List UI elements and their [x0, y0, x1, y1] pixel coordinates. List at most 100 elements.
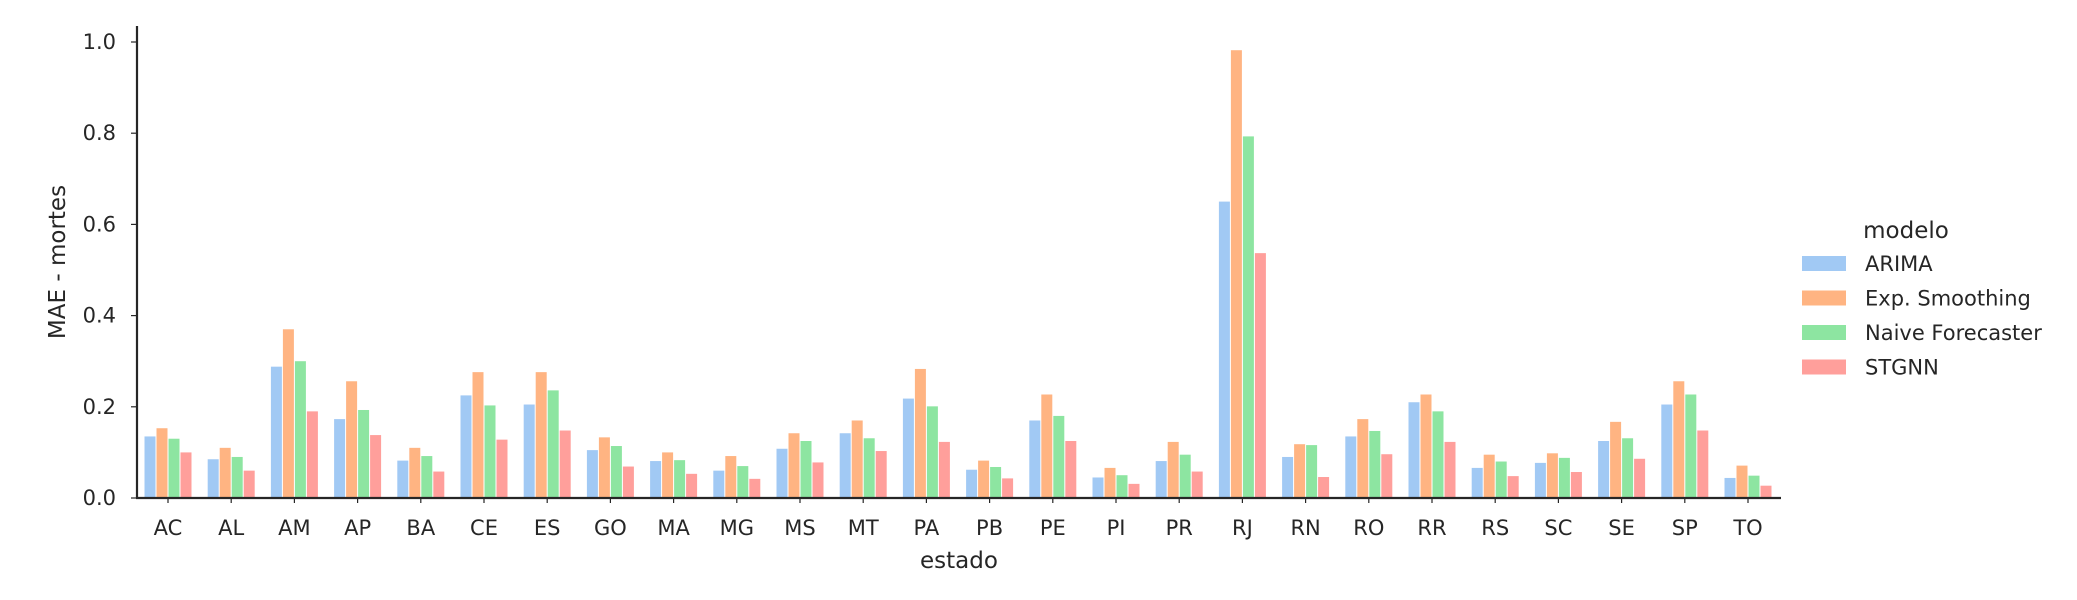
bar-ba-naive-forecaster	[421, 456, 433, 498]
bar-sc-arima	[1534, 462, 1546, 498]
x-tick-label: RR	[1417, 516, 1446, 540]
bar-sp-stgnn	[1697, 430, 1709, 498]
bar-ac-stgnn	[180, 452, 192, 498]
bar-ro-naive-forecaster	[1369, 430, 1381, 498]
x-tick-label: AC	[154, 516, 183, 540]
bar-pa-arima	[902, 398, 914, 498]
bar-es-stgnn	[559, 430, 571, 498]
bar-mt-naive-forecaster	[863, 438, 875, 498]
bar-ro-exp-smoothing	[1357, 419, 1369, 498]
x-tick-label: MG	[720, 516, 754, 540]
y-tick-label: 1.0	[83, 30, 116, 54]
bar-go-exp-smoothing	[598, 437, 610, 498]
bar-ro-arima	[1345, 436, 1357, 498]
x-tick-label: AL	[218, 516, 244, 540]
bar-ap-stgnn	[370, 435, 382, 498]
y-tick-label: 0.2	[83, 395, 116, 419]
bar-sc-stgnn	[1570, 472, 1582, 498]
x-tick-label: SP	[1672, 516, 1698, 540]
bar-ma-exp-smoothing	[662, 452, 674, 498]
y-axis-ticks: 0.0 0.2 0.4 0.6 0.8 1.0	[83, 30, 137, 510]
bar-to-naive-forecaster	[1748, 475, 1760, 498]
bar-rr-arima	[1408, 402, 1420, 498]
bar-pb-exp-smoothing	[978, 460, 990, 498]
legend-swatch-arima	[1802, 256, 1846, 271]
bar-sp-naive-forecaster	[1685, 394, 1697, 498]
bar-ba-exp-smoothing	[409, 447, 421, 498]
bar-al-arima	[207, 459, 219, 498]
bar-se-exp-smoothing	[1610, 421, 1622, 498]
bar-rr-exp-smoothing	[1420, 394, 1432, 498]
bar-mg-naive-forecaster	[737, 466, 749, 498]
x-tick-label: RO	[1353, 516, 1384, 540]
bar-al-naive-forecaster	[231, 456, 243, 498]
bar-rr-stgnn	[1444, 441, 1456, 498]
bar-sp-exp-smoothing	[1673, 381, 1685, 498]
x-tick-label: ES	[534, 516, 561, 540]
bar-ap-arima	[334, 419, 346, 498]
bar-rs-exp-smoothing	[1483, 454, 1495, 498]
bar-pa-stgnn	[938, 441, 950, 498]
x-tick-label: RN	[1290, 516, 1320, 540]
bar-pe-exp-smoothing	[1041, 394, 1053, 498]
x-tick-label: MS	[784, 516, 815, 540]
y-axis-title: MAE - mortes	[45, 185, 71, 339]
bar-pr-exp-smoothing	[1167, 441, 1179, 498]
bar-pa-naive-forecaster	[926, 406, 938, 498]
x-tick-label: RS	[1481, 516, 1509, 540]
legend-label: Naive Forecaster	[1865, 321, 2042, 345]
bar-ma-stgnn	[686, 473, 698, 498]
bar-pr-stgnn	[1191, 471, 1203, 498]
bar-rj-exp-smoothing	[1230, 50, 1242, 499]
bar-se-arima	[1598, 441, 1610, 498]
x-tick-label: PE	[1040, 516, 1066, 540]
bar-pi-stgnn	[1128, 483, 1140, 498]
x-tick-label: AP	[344, 516, 371, 540]
bar-go-naive-forecaster	[610, 446, 622, 498]
bar-ac-naive-forecaster	[168, 438, 180, 498]
bar-rn-naive-forecaster	[1306, 445, 1318, 498]
bar-rn-exp-smoothing	[1294, 444, 1306, 498]
x-tick-label: SE	[1608, 516, 1635, 540]
bar-es-naive-forecaster	[547, 390, 559, 498]
bar-pr-arima	[1155, 461, 1167, 498]
legend-label: ARIMA	[1865, 252, 1933, 276]
x-tick-label: PB	[976, 516, 1003, 540]
y-tick-label: 0.6	[83, 212, 116, 236]
bar-ap-exp-smoothing	[346, 381, 358, 498]
y-tick-label: 0.8	[83, 121, 116, 145]
bar-rr-naive-forecaster	[1432, 411, 1444, 498]
bar-pr-naive-forecaster	[1179, 454, 1191, 498]
y-tick-label: 0.0	[83, 486, 116, 510]
x-tick-label: PI	[1107, 516, 1126, 540]
bar-pb-naive-forecaster	[990, 466, 1002, 498]
bar-se-stgnn	[1634, 458, 1646, 498]
x-tick-label: PR	[1166, 516, 1193, 540]
x-axis-ticks: AC AL AM AP BA CE ES GO MA MG MS MT PA PB PE PI PR RJ RN RO…	[154, 498, 1763, 540]
x-tick-label: MT	[848, 516, 879, 540]
bar-ms-arima	[776, 448, 788, 498]
bar-to-arima	[1724, 477, 1736, 498]
x-tick-label: SC	[1544, 516, 1572, 540]
bar-am-arima	[270, 366, 282, 498]
bar-rn-stgnn	[1318, 477, 1330, 498]
bar-es-arima	[523, 404, 535, 498]
legend: modelo ARIMA Exp. Smoothing Naive Forecast…	[1802, 218, 2042, 380]
bar-ac-arima	[144, 436, 156, 498]
legend-title: modelo	[1863, 218, 1949, 244]
bar-rs-naive-forecaster	[1495, 461, 1507, 498]
bar-mt-arima	[839, 433, 851, 498]
bar-mt-stgnn	[875, 451, 887, 498]
bar-ro-stgnn	[1381, 454, 1393, 498]
bar-am-stgnn	[306, 411, 318, 498]
bar-pe-stgnn	[1065, 441, 1077, 498]
bar-am-exp-smoothing	[282, 329, 294, 498]
bar-go-stgnn	[622, 466, 634, 498]
bar-pe-arima	[1029, 420, 1041, 498]
bar-ms-exp-smoothing	[788, 433, 800, 498]
bar-group	[144, 50, 1772, 499]
x-axis-title: estado	[920, 548, 998, 574]
bar-pe-naive-forecaster	[1053, 415, 1065, 498]
bar-al-exp-smoothing	[219, 447, 231, 498]
bar-sc-exp-smoothing	[1546, 453, 1558, 498]
